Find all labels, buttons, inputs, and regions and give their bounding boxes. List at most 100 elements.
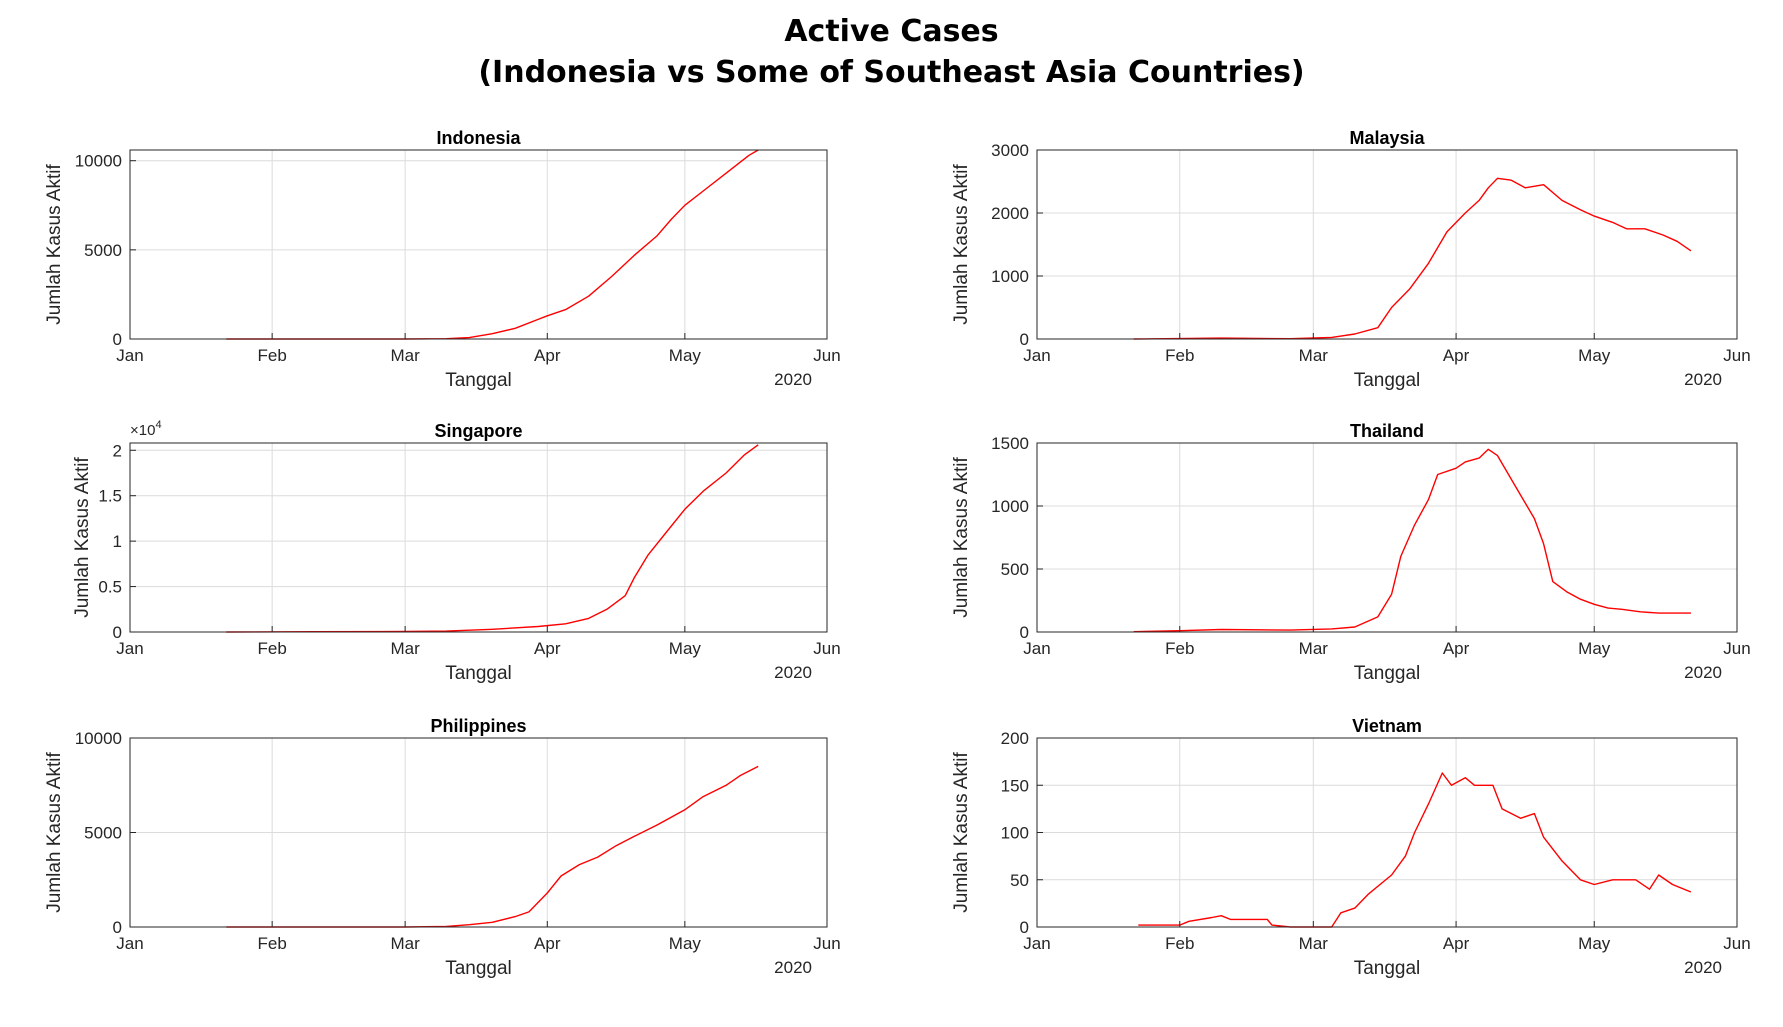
axes-box: [129, 149, 828, 340]
x-tick-label: Mar: [1299, 639, 1329, 658]
y-tick-label: 2000: [991, 204, 1029, 223]
x-tick-label: May: [669, 639, 702, 658]
x-tick-label: Jun: [1723, 639, 1750, 658]
chart-title: Singapore: [434, 421, 522, 441]
chart-philippines: Jan Feb Mar Apr May Jun 0 5000 10000 Philippines T…: [44, 716, 841, 979]
y-tick-label: 0: [1020, 623, 1029, 642]
chart-vietnam: Jan Feb Mar Apr May Jun 0 50 100 150 200 Vietnam Tan…: [951, 716, 1751, 979]
chart-title: Malaysia: [1349, 128, 1425, 148]
chart-title: Thailand: [1350, 421, 1424, 441]
y-axis-label: Jumlah Kasus Aktif: [951, 752, 972, 913]
x-axis-label: Tanggal: [1354, 958, 1421, 979]
plot-area: [130, 150, 827, 339]
chart-malaysia: Jan Feb Mar Apr May Jun 0 1000 2000 3000 Malaysia T…: [951, 128, 1751, 391]
x-axis-label: Tanggal: [1354, 370, 1421, 391]
x-tick-label: Jun: [813, 934, 840, 953]
year-label: 2020: [1684, 663, 1722, 682]
x-tick-label: Jan: [116, 934, 143, 953]
y-tick-label: 200: [1001, 729, 1029, 748]
x-tick-label: Mar: [1299, 346, 1329, 365]
chart-title: Vietnam: [1352, 716, 1422, 736]
x-tick-label: May: [669, 346, 702, 365]
x-tick-label: Mar: [390, 346, 420, 365]
figure-title-line1: Active Cases: [784, 14, 999, 49]
x-tick-label: May: [669, 934, 702, 953]
x-tick-label: Feb: [258, 934, 287, 953]
y-tick-label: 0: [113, 623, 122, 642]
x-tick-label: Feb: [258, 639, 287, 658]
x-tick-label: Jun: [1723, 934, 1750, 953]
plot-area: [130, 443, 827, 632]
x-tick-label: Feb: [1165, 346, 1194, 365]
y-tick-label: 50: [1010, 871, 1029, 890]
y-tick-label: 1000: [991, 267, 1029, 286]
figure-title-line2: (Indonesia vs Some of Southeast Asia Cou…: [478, 55, 1305, 90]
chart-title: Philippines: [430, 716, 526, 736]
x-tick-label: Mar: [390, 639, 420, 658]
x-tick-label: Apr: [534, 639, 561, 658]
y-tick-label: 0: [1020, 330, 1029, 349]
y-tick-label: 0: [1020, 918, 1029, 937]
y-axis-label: Jumlah Kasus Aktif: [951, 457, 972, 618]
year-label: 2020: [1684, 370, 1722, 389]
y-tick-label: 2: [113, 441, 122, 460]
x-tick-label: Mar: [390, 934, 420, 953]
x-tick-label: May: [1578, 639, 1611, 658]
y-tick-label: 5000: [84, 241, 122, 260]
x-tick-label: May: [1578, 346, 1611, 365]
axes-box: [1036, 442, 1738, 633]
y-multiplier: ×104: [130, 419, 162, 439]
x-tick-label: Apr: [534, 934, 561, 953]
x-tick-label: Apr: [1443, 346, 1470, 365]
x-tick-label: Jun: [813, 639, 840, 658]
x-axis-label: Tanggal: [1354, 663, 1421, 684]
x-tick-label: Apr: [1443, 934, 1470, 953]
chart-thailand: Jan Feb Mar Apr May Jun 0 500 1000 1500 Thailand Ta…: [951, 421, 1751, 684]
x-axis-label: Tanggal: [445, 958, 512, 979]
x-tick-label: May: [1578, 934, 1611, 953]
y-tick-label: 500: [1001, 560, 1029, 579]
x-tick-label: Jun: [1723, 346, 1750, 365]
y-tick-label: 100: [1001, 824, 1029, 843]
series-line: [1138, 772, 1692, 928]
y-axis-label: Jumlah Kasus Aktif: [72, 457, 93, 618]
x-tick-label: Feb: [1165, 934, 1194, 953]
x-tick-label: Apr: [534, 346, 561, 365]
series-line: [226, 765, 759, 928]
year-label: 2020: [774, 370, 812, 389]
chart-title: Indonesia: [436, 128, 521, 148]
y-tick-label: 0: [113, 330, 122, 349]
x-tick-label: Jan: [1023, 346, 1050, 365]
x-tick-label: Jun: [813, 346, 840, 365]
x-tick-label: Apr: [1443, 639, 1470, 658]
chart-indonesia: Jan Feb Mar Apr May Jun 0 5000 10000 Indonesia Tan…: [44, 128, 841, 391]
series-line: [226, 444, 759, 633]
y-tick-label: 1000: [991, 497, 1029, 516]
series-line: [1133, 177, 1692, 340]
year-label: 2020: [774, 958, 812, 977]
y-tick-label: 5000: [84, 824, 122, 843]
y-tick-label: 1500: [991, 434, 1029, 453]
axes-box: [1036, 149, 1738, 340]
y-tick-label: 0.5: [98, 578, 122, 597]
x-axis-label: Tanggal: [445, 663, 512, 684]
y-axis-label: Jumlah Kasus Aktif: [44, 164, 65, 325]
y-tick-label: 10000: [75, 729, 122, 748]
x-tick-label: Jan: [1023, 934, 1050, 953]
x-tick-label: Jan: [116, 639, 143, 658]
x-axis-label: Tanggal: [445, 370, 512, 391]
y-tick-label: 0: [113, 918, 122, 937]
x-tick-label: Jan: [1023, 639, 1050, 658]
x-tick-label: Feb: [258, 346, 287, 365]
chart-singapore: Jan Feb Mar Apr May Jun 0 0.5 1 1.5 2 ×104 Singapore…: [72, 419, 841, 684]
axes-box: [129, 442, 828, 633]
x-tick-label: Feb: [1165, 639, 1194, 658]
series-line: [226, 149, 759, 340]
plot-area: [1037, 443, 1737, 632]
y-tick-label: 150: [1001, 776, 1029, 795]
y-tick-label: 3000: [991, 141, 1029, 160]
year-label: 2020: [1684, 958, 1722, 977]
y-tick-label: 1: [113, 532, 122, 551]
y-axis-label: Jumlah Kasus Aktif: [951, 164, 972, 325]
